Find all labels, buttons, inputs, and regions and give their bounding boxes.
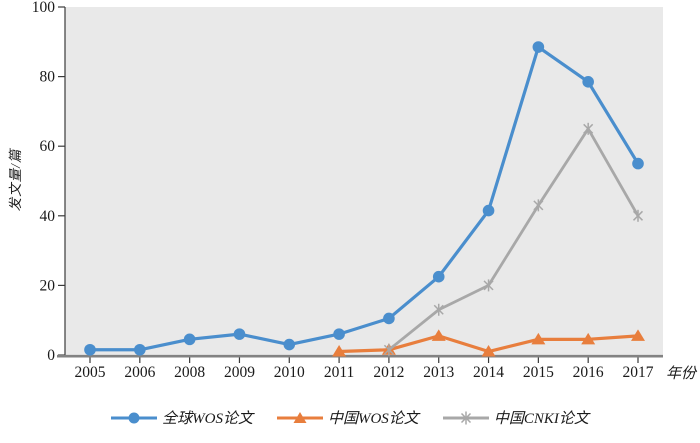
series-china-cnki	[383, 122, 644, 356]
x-tick-label: 2017	[623, 364, 654, 381]
data-point-marker	[432, 270, 445, 283]
legend-label-global-wos: 全球WOS论文	[162, 411, 253, 427]
x-tick-label: 2008	[174, 364, 205, 381]
x-tick-label: 2014	[473, 364, 504, 381]
data-point-marker	[431, 329, 446, 341]
data-point-marker	[482, 204, 495, 217]
data-point-marker	[333, 328, 345, 340]
legend-marker-asterisk-icon	[442, 411, 489, 424]
data-point-marker	[483, 279, 494, 292]
data-point-marker	[632, 209, 644, 222]
data-point-marker	[582, 76, 594, 88]
x-axis: 2005 2006 2008 2009 2010 2011 2012 2013 2014 2015…	[75, 357, 654, 381]
data-point-marker	[481, 345, 496, 357]
y-tick-label: 60	[40, 138, 56, 155]
data-point-marker	[581, 332, 596, 345]
data-point-marker	[183, 333, 196, 346]
data-point-marker	[532, 41, 545, 53]
y-axis-title: 发文量/篇	[8, 148, 23, 212]
data-point-marker	[283, 338, 296, 351]
legend-label-china-cnki: 中国CNKI论文	[493, 411, 589, 427]
y-tick-label: 0	[47, 347, 55, 364]
legend-item-china-cnki: 中国CNKI论文	[442, 407, 589, 428]
x-tick-label: 2016	[573, 364, 604, 381]
x-tick-label: 2013	[423, 364, 454, 381]
y-tick-label: 40	[40, 208, 56, 225]
data-point-marker	[531, 332, 546, 345]
x-tick-label: 2005	[75, 364, 106, 381]
data-point-marker	[84, 343, 96, 356]
data-point-marker	[632, 157, 644, 170]
legend-item-global-wos: 全球WOS论文	[111, 407, 253, 428]
legend-label-china-wos: 中国WOS论文	[327, 411, 419, 427]
x-tick-label: 2009	[224, 364, 255, 381]
data-point-marker	[383, 343, 394, 356]
legend-item-china-wos: 中国WOS论文	[276, 407, 419, 428]
x-tick-label: 2010	[274, 364, 305, 381]
y-tick-label: 20	[40, 277, 56, 294]
legend-marker-triangle-icon	[276, 411, 323, 423]
y-tick-label: 80	[40, 69, 56, 86]
y-axis: 0 20 40 60 80 100	[32, 0, 66, 364]
plot-area	[65, 7, 663, 355]
series-line-china-cnki	[387, 127, 640, 352]
x-tick-label: 2011	[324, 364, 354, 381]
data-point-marker	[233, 328, 246, 340]
data-point-marker	[583, 122, 594, 135]
chart-legend: 全球WOS论文 中国WOS论文 中国CNKI论文	[0, 407, 700, 428]
x-tick-label: 2015	[523, 364, 554, 381]
data-point-marker	[433, 303, 444, 316]
x-axis-title: 年份	[666, 366, 697, 382]
legend-marker-circle-icon	[111, 412, 158, 423]
data-point-marker	[332, 345, 347, 357]
y-tick-label: 100	[32, 0, 56, 16]
x-tick-label: 2012	[373, 364, 404, 381]
data-point-marker	[383, 312, 395, 325]
x-tick-label: 2006	[124, 364, 155, 381]
line-chart-canvas: 0 20 40 60 80 100 2005 2006 2008 2009 2010 2011 2012…	[32, 0, 663, 381]
data-point-marker	[631, 329, 645, 341]
data-point-marker	[134, 343, 146, 356]
series-global-wos	[84, 41, 644, 356]
series-line-global-wos	[88, 45, 640, 352]
data-point-marker	[533, 199, 544, 212]
